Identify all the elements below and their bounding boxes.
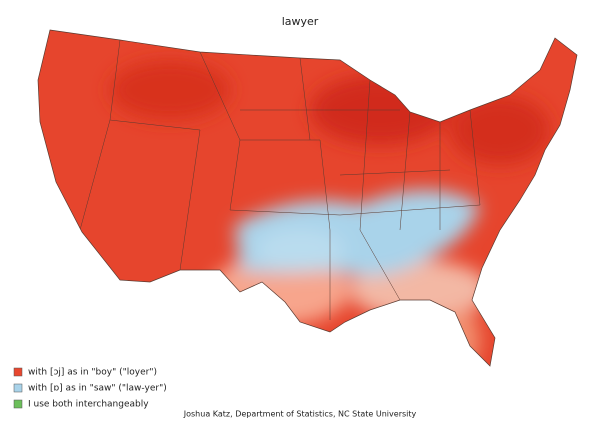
- legend-swatch: [13, 399, 23, 409]
- legend-label: with [ɒ] as in "saw" ("law-yer"): [28, 384, 167, 394]
- legend-label: I use both interchangeably: [28, 400, 149, 410]
- legend: with [ɔj] as in "boy" ("loyer") with [ɒ] …: [13, 367, 167, 410]
- blue-patch: [255, 228, 345, 272]
- us-outline: [37, 29, 578, 367]
- dark-patch: [110, 60, 230, 120]
- legend-swatch: [13, 367, 23, 377]
- dark-patch: [450, 95, 550, 165]
- map-title: lawyer: [282, 15, 319, 28]
- legend-label: with [ɔj] as in "boy" ("loyer"): [28, 368, 157, 378]
- state-borders: [79, 39, 481, 320]
- light-patch: [440, 310, 480, 366]
- legend-swatch: [13, 383, 23, 393]
- credit: Joshua Katz, Department of Statistics, N…: [183, 410, 417, 419]
